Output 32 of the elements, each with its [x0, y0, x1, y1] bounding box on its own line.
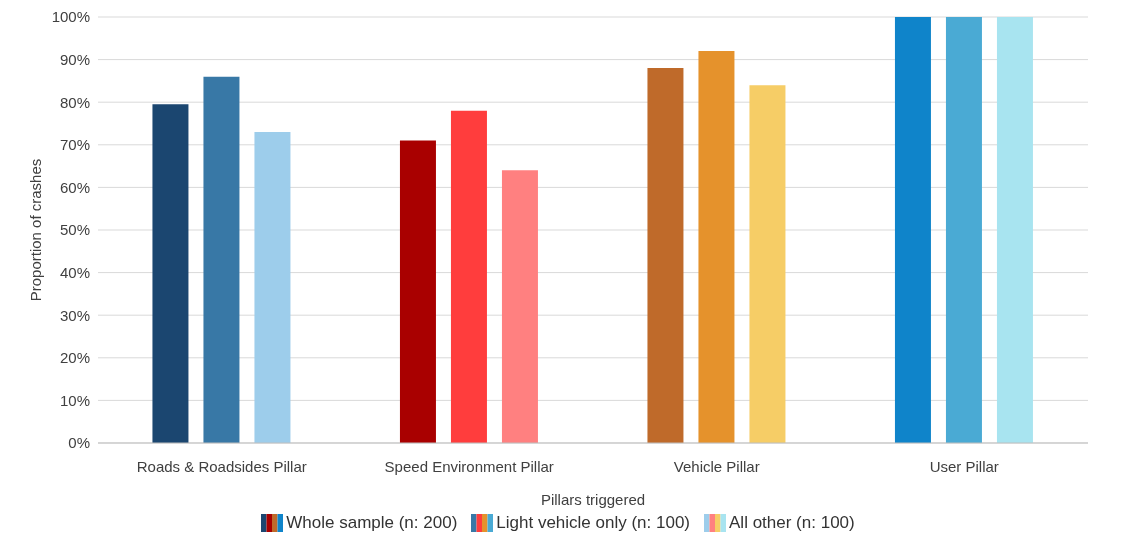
bar [399, 140, 436, 443]
bar [996, 17, 1033, 443]
y-tick-label: 50% [59, 221, 90, 239]
bar [450, 110, 487, 443]
bar [152, 104, 189, 443]
y-tick-label: 20% [59, 349, 90, 367]
y-tick-label: 90% [59, 50, 90, 68]
bar [945, 17, 982, 443]
bar [501, 170, 538, 443]
x-axis-title: Pillars triggered [540, 491, 646, 508]
legend-label: Light vehicle only (n: 100) [496, 513, 691, 533]
y-tick-label: 70% [59, 136, 90, 154]
bar [203, 76, 240, 443]
x-tick-label: Roads & Roadsides Pillar [136, 457, 307, 475]
y-tick-label: 80% [59, 93, 90, 111]
y-tick-label: 0% [68, 434, 90, 452]
bar [254, 132, 291, 443]
x-tick-label: Vehicle Pillar [673, 457, 760, 475]
x-tick-label: Speed Environment Pillar [384, 457, 554, 475]
x-tick-label: User Pillar [929, 457, 999, 475]
y-axis-title: Proportion of crashes [27, 158, 45, 302]
bar [698, 51, 735, 443]
y-tick-label: 60% [59, 178, 90, 196]
legend-label: All other (n: 100) [729, 513, 855, 533]
y-tick-label: 30% [59, 306, 90, 324]
legend-label: Whole sample (n: 200) [286, 513, 458, 533]
y-tick-label: 40% [59, 263, 90, 281]
y-tick-label: 100% [51, 8, 90, 26]
bar [894, 17, 931, 443]
bar [749, 85, 786, 443]
bar [647, 68, 684, 443]
y-tick-label: 10% [59, 391, 90, 409]
